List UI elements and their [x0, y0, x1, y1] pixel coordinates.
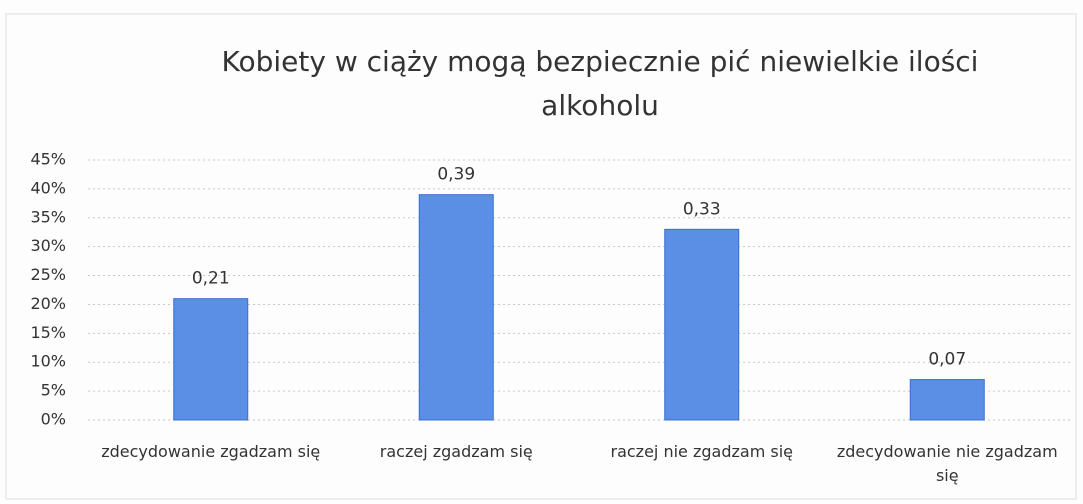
chart-border	[5, 13, 1077, 500]
bar	[909, 379, 985, 421]
y-tick-label: 15%	[30, 323, 66, 342]
y-tick-label: 25%	[30, 265, 66, 284]
y-tick-label: 30%	[30, 236, 66, 255]
y-tick-label: 45%	[30, 150, 66, 169]
y-tick-label: 40%	[30, 178, 66, 197]
x-tick-label: zdecydowanie zgadzam się	[101, 442, 321, 461]
data-label: 0,07	[928, 350, 966, 370]
y-tick-label: 10%	[30, 352, 66, 371]
bar	[173, 298, 249, 421]
y-tick-label: 35%	[30, 207, 66, 226]
x-tick-label: raczej nie zgadzam się	[610, 442, 793, 461]
x-tick-label: zdecydowanie nie zgadzam się	[836, 442, 1058, 485]
bar	[664, 228, 740, 421]
y-tick-label: 5%	[41, 381, 66, 400]
x-tick-label: raczej zgadzam się	[379, 442, 533, 461]
data-label: 0,39	[437, 165, 475, 185]
bar	[418, 194, 494, 421]
y-tick-label: 0%	[41, 410, 66, 429]
y-tick-label: 20%	[30, 294, 66, 313]
chart-title: Kobiety w ciąży mogą bezpiecznie pić nie…	[221, 45, 979, 122]
data-label: 0,33	[683, 199, 721, 219]
data-label: 0,21	[192, 269, 230, 289]
